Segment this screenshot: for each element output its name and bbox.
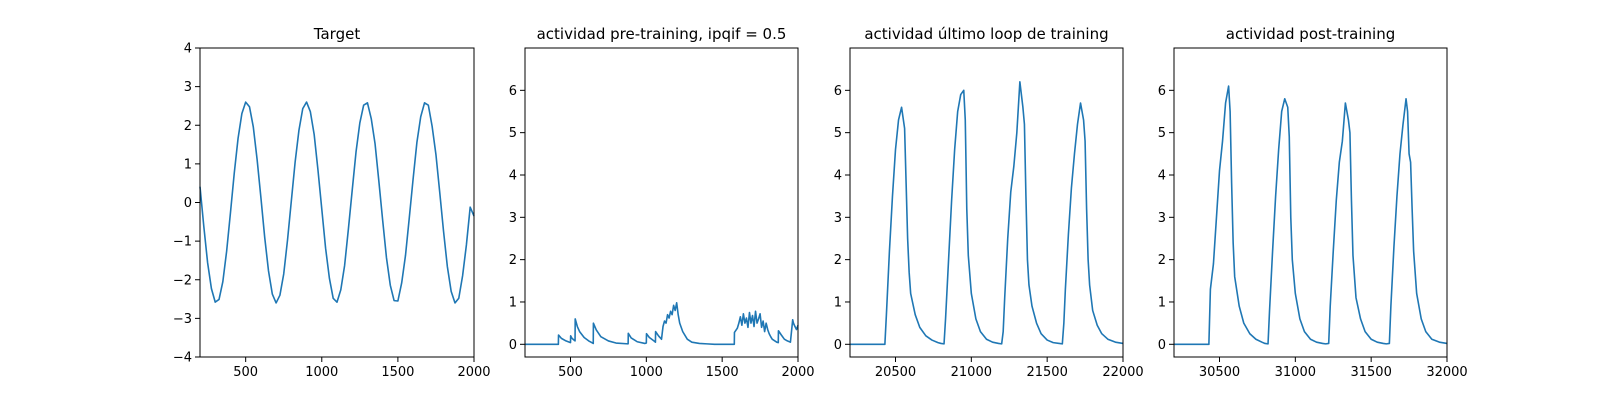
y-tick-label: 6 xyxy=(509,84,517,99)
y-tick-label: 4 xyxy=(1158,168,1166,183)
y-tick-label: −1 xyxy=(173,235,192,250)
x-tick-label: 32000 xyxy=(1426,365,1467,380)
axes-frame xyxy=(849,47,1124,358)
y-tick-label: 1 xyxy=(184,157,192,172)
x-tick-label: 1500 xyxy=(381,365,414,380)
y-tick-label: 1 xyxy=(1158,295,1166,310)
x-tick-label: 21000 xyxy=(951,365,992,380)
x-tick-label: 2000 xyxy=(457,365,490,380)
y-tick-label: 4 xyxy=(509,168,517,183)
x-tick-label: 500 xyxy=(233,365,258,380)
series-line xyxy=(850,81,1124,346)
y-tick-label: −2 xyxy=(173,273,192,288)
y-tick-label: 6 xyxy=(1158,84,1166,99)
panel-3: 20500 21000 21500 22000 0 1 2 3 4 5 6 actividad últ… xyxy=(834,25,1144,380)
y-tick-label: 2 xyxy=(1158,253,1166,268)
axes-frame xyxy=(199,47,475,358)
y-tick-label: 5 xyxy=(1158,126,1166,141)
series-line xyxy=(525,302,799,346)
panel-title: actividad pre-training, ipqif = 0.5 xyxy=(537,25,787,43)
y-tick-label: 1 xyxy=(834,295,842,310)
axes-frame xyxy=(1173,47,1448,358)
x-tick-label: 1000 xyxy=(630,365,663,380)
x-tick-label: 500 xyxy=(558,365,583,380)
y-tick-label: 2 xyxy=(184,119,192,134)
y-tick-label: 3 xyxy=(1158,211,1166,226)
y-tick-label: 0 xyxy=(509,338,517,353)
x-tick-label: 31500 xyxy=(1350,365,1391,380)
y-tick-label: 0 xyxy=(184,196,192,211)
x-tick-label: 1500 xyxy=(706,365,739,380)
panel-title: Target xyxy=(313,25,361,43)
y-tick-label: 6 xyxy=(834,84,842,99)
y-tick-label: 5 xyxy=(834,126,842,141)
y-tick-label: 3 xyxy=(834,211,842,226)
x-tick-label: 21500 xyxy=(1026,365,1067,380)
y-tick-label: 5 xyxy=(509,126,517,141)
x-tick-label: 20500 xyxy=(875,365,916,380)
x-tick-label: 30500 xyxy=(1199,365,1240,380)
y-tick-label: 4 xyxy=(834,168,842,183)
panel-4: 30500 31000 31500 32000 0 1 2 3 4 5 6 actividad pos… xyxy=(1158,25,1468,380)
x-tick-label: 31000 xyxy=(1275,365,1316,380)
panel-2: 500 1000 1500 2000 0 1 2 3 4 5 6 actividad pre-trai… xyxy=(509,25,815,380)
y-tick-label: −3 xyxy=(173,312,192,327)
y-tick-label: 0 xyxy=(834,338,842,353)
y-tick-label: 4 xyxy=(184,42,192,57)
axes-frame xyxy=(524,47,799,358)
y-tick-label: 3 xyxy=(509,211,517,226)
panel-1: 500 1000 1500 2000 −4 −3 −2 −1 0 1 2 3 4 Target xyxy=(173,25,491,380)
y-tick-label: −4 xyxy=(173,351,192,366)
y-tick-label: 2 xyxy=(509,253,517,268)
y-tick-label: 1 xyxy=(509,295,517,310)
x-tick-label: 1000 xyxy=(305,365,338,380)
x-tick-label: 2000 xyxy=(781,365,814,380)
y-tick-label: 2 xyxy=(834,253,842,268)
y-tick-label: 0 xyxy=(1158,338,1166,353)
panel-title: actividad último loop de training xyxy=(864,25,1108,43)
panel-title: actividad post-training xyxy=(1226,25,1395,43)
x-tick-label: 22000 xyxy=(1102,365,1143,380)
series-line xyxy=(199,101,475,304)
series-line xyxy=(1174,85,1448,346)
y-tick-label: 3 xyxy=(184,80,192,95)
